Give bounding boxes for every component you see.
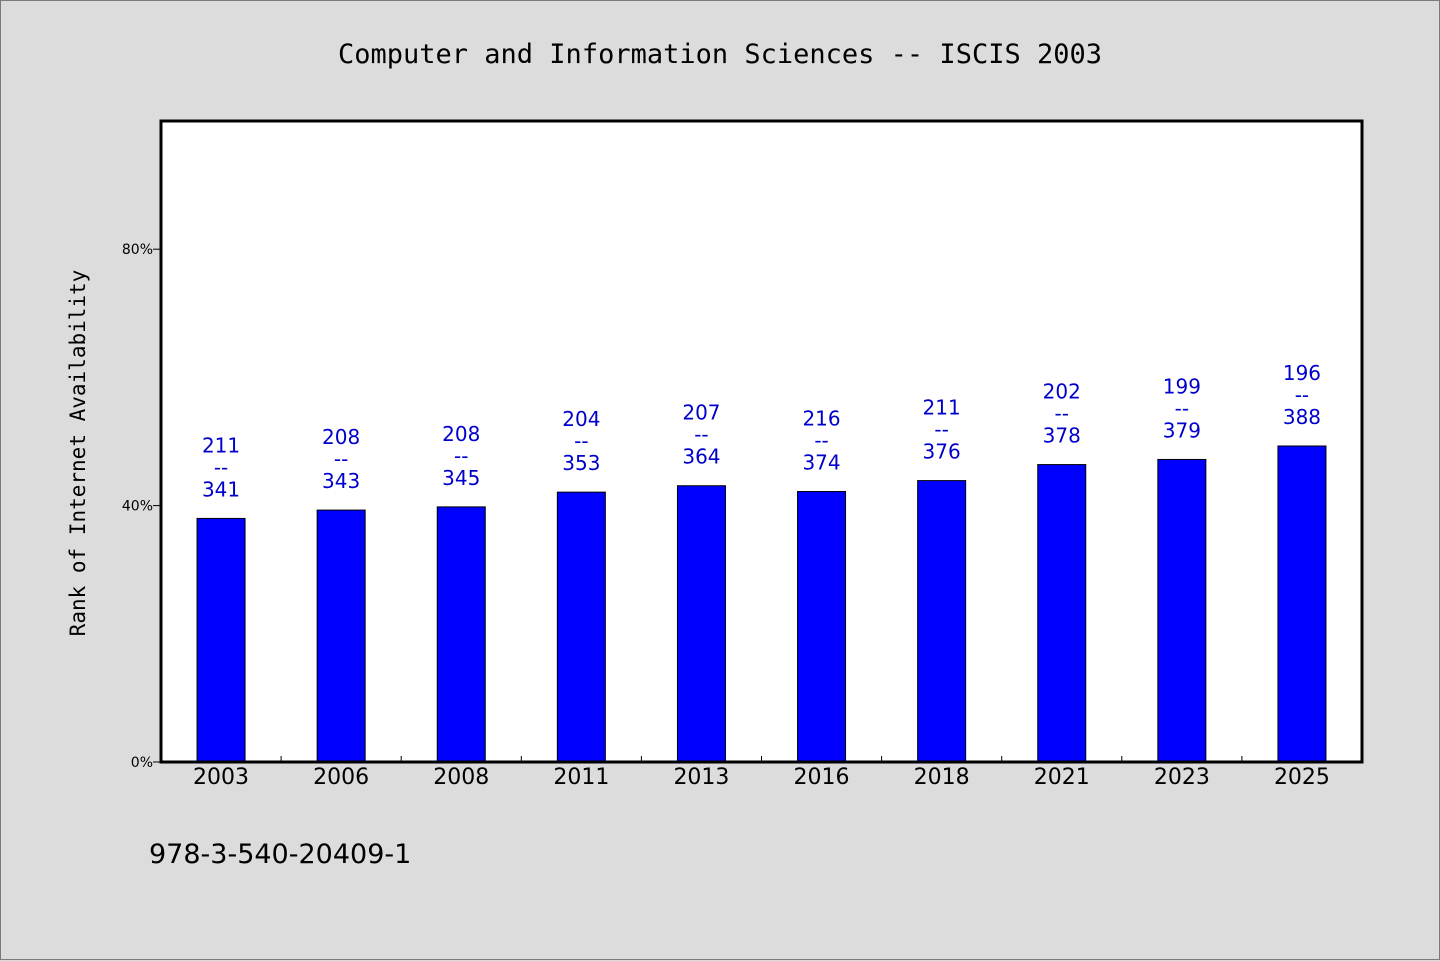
data-label-2023-0: 199 <box>1163 374 1201 398</box>
x-tick-label-2008: 2008 <box>433 765 489 790</box>
data-label-2025-1: -- <box>1295 383 1309 407</box>
y-tick-label-80: 80% <box>122 242 153 258</box>
bars-layer <box>196 445 1327 763</box>
data-label-2018-2: 376 <box>923 440 961 464</box>
data-label-2021-1: -- <box>1055 402 1069 426</box>
data-label-2013-2: 364 <box>682 445 720 469</box>
y-axis-label: Rank of Internet Availability <box>66 270 90 637</box>
x-tick-label-2006: 2006 <box>313 765 369 790</box>
chart-title: Computer and Information Sciences -- ISC… <box>338 39 1102 70</box>
y-tick-label-0: 0% <box>131 755 153 771</box>
x-tick-label-2011: 2011 <box>553 765 609 790</box>
bar-2025 <box>1277 445 1327 763</box>
data-label-2023-1: -- <box>1175 396 1189 420</box>
data-label-2006-1: -- <box>334 447 348 471</box>
data-label-2003-2: 341 <box>202 477 240 501</box>
x-tick-label-2013: 2013 <box>673 765 729 790</box>
data-label-2011-0: 204 <box>562 407 600 431</box>
data-label-2016-1: -- <box>814 428 828 452</box>
data-label-2008-2: 345 <box>442 466 480 490</box>
bar-2013 <box>676 485 726 763</box>
data-label-2025-2: 388 <box>1283 405 1321 429</box>
data-label-2011-1: -- <box>574 429 588 453</box>
isbn-footer: 978-3-540-20409-1 <box>149 839 411 870</box>
x-tick-label-2003: 2003 <box>193 765 249 790</box>
data-label-2003-1: -- <box>214 455 228 479</box>
x-tick-label-2018: 2018 <box>914 765 970 790</box>
data-label-2016-2: 374 <box>802 450 840 474</box>
data-label-2018-0: 211 <box>923 396 961 420</box>
data-label-2003-0: 211 <box>202 433 240 457</box>
bar-2006 <box>316 509 366 763</box>
data-label-2006-2: 343 <box>322 469 360 493</box>
x-tick-label-2023: 2023 <box>1154 765 1210 790</box>
data-label-2018-1: -- <box>934 418 948 442</box>
bar-2018 <box>917 480 967 763</box>
bar-2021 <box>1037 464 1087 763</box>
bar-2003 <box>196 517 246 763</box>
axes-layer: 2003 2006 2008 2011 2013 2016 2018 2021 2023 2025… <box>122 242 1330 790</box>
data-label-2021-0: 202 <box>1043 380 1081 404</box>
data-label-2008-1: -- <box>454 444 468 468</box>
bar-2016 <box>797 490 847 763</box>
x-tick-label-2016: 2016 <box>794 765 850 790</box>
data-labels-layer: 211--341208--343208--345204--353207--364… <box>202 361 1321 501</box>
data-label-2011-2: 353 <box>562 451 600 475</box>
data-label-2016-0: 216 <box>802 406 840 430</box>
y-tick-label-40: 40% <box>122 499 153 515</box>
data-label-2006-0: 208 <box>322 425 360 449</box>
data-label-2008-0: 208 <box>442 422 480 446</box>
data-label-2023-2: 379 <box>1163 418 1201 442</box>
data-label-2021-2: 378 <box>1043 424 1081 448</box>
x-tick-label-2025: 2025 <box>1274 765 1330 790</box>
bar-2011 <box>556 491 606 763</box>
data-label-2025-0: 196 <box>1283 361 1321 385</box>
bar-2008 <box>436 506 486 763</box>
bar-2023 <box>1157 458 1207 763</box>
data-label-2013-1: -- <box>694 423 708 447</box>
data-label-2013-0: 207 <box>682 401 720 425</box>
x-tick-label-2021: 2021 <box>1034 765 1090 790</box>
